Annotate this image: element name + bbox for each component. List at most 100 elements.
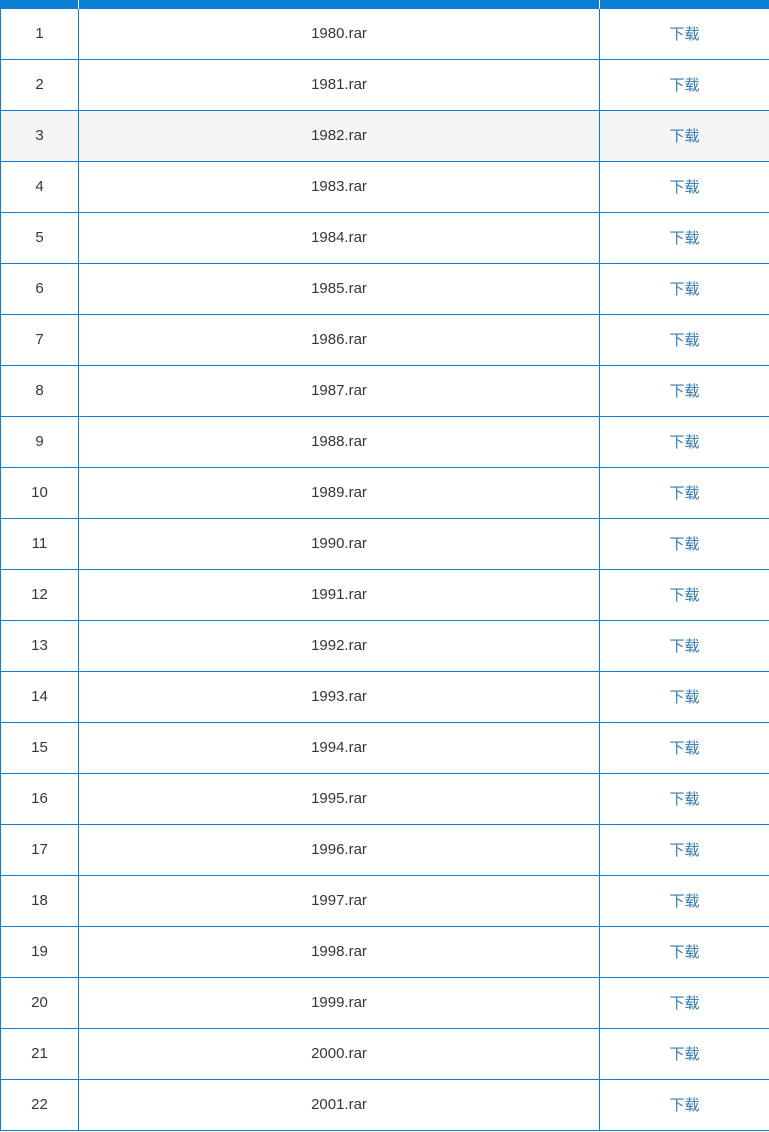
row-action: 下载 <box>600 926 769 977</box>
row-index: 17 <box>1 824 79 875</box>
download-link[interactable]: 下载 <box>669 434 699 451</box>
row-index: 5 <box>1 212 79 263</box>
download-link[interactable]: 下载 <box>669 944 699 961</box>
download-link[interactable]: 下载 <box>669 689 699 706</box>
table-row: 181997.rar下载 <box>1 875 769 926</box>
header-filename <box>79 0 600 8</box>
row-filename: 1995.rar <box>79 773 600 824</box>
table-row: 161995.rar 下载 <box>1 773 769 824</box>
row-index: 16 <box>1 773 79 824</box>
download-link[interactable]: 下载 <box>669 1046 699 1063</box>
table-header <box>1 0 769 8</box>
download-link[interactable]: 下载 <box>669 536 699 553</box>
table-row: 191998.rar 下载 <box>1 926 769 977</box>
row-action: 下载 <box>600 620 769 671</box>
row-action: 下载 <box>600 161 769 212</box>
row-action: 下载 <box>600 8 769 59</box>
download-link[interactable]: 下载 <box>669 77 699 94</box>
table-row: 11980.rar 下载 <box>1 8 769 59</box>
download-link[interactable]: 下载 <box>669 791 699 808</box>
row-filename: 2001.rar <box>79 1079 600 1130</box>
row-filename: 1988.rar <box>79 416 600 467</box>
header-index <box>1 0 79 8</box>
row-filename: 1999.rar <box>79 977 600 1028</box>
row-action: 下载 <box>600 212 769 263</box>
table-row: 41983.rar 下载 <box>1 161 769 212</box>
download-link[interactable]: 下载 <box>669 587 699 604</box>
download-link[interactable]: 下载 <box>669 995 699 1012</box>
row-index: 21 <box>1 1028 79 1079</box>
row-index: 3 <box>1 110 79 161</box>
table-row: 21981.rar下载 <box>1 59 769 110</box>
download-link[interactable]: 下载 <box>669 638 699 655</box>
row-filename: 2000.rar <box>79 1028 600 1079</box>
table-row: 201999.rar下载 <box>1 977 769 1028</box>
row-action: 下载 <box>600 416 769 467</box>
download-link[interactable]: 下载 <box>669 179 699 196</box>
download-link[interactable]: 下载 <box>669 893 699 910</box>
download-link[interactable]: 下载 <box>669 281 699 298</box>
table-row: 91988.rar 下载 <box>1 416 769 467</box>
download-link[interactable]: 下载 <box>669 383 699 400</box>
row-action: 下载 <box>600 569 769 620</box>
table-row: 121991.rar下载 <box>1 569 769 620</box>
table-row: 111990.rar 下载 <box>1 518 769 569</box>
row-filename: 1981.rar <box>79 59 600 110</box>
table-row: 131992.rar 下载 <box>1 620 769 671</box>
row-index: 19 <box>1 926 79 977</box>
header-action <box>600 0 769 8</box>
table-row: 31982.rar 下载 <box>1 110 769 161</box>
row-index: 13 <box>1 620 79 671</box>
row-index: 11 <box>1 518 79 569</box>
row-action: 下载 <box>600 518 769 569</box>
row-filename: 1992.rar <box>79 620 600 671</box>
row-filename: 1998.rar <box>79 926 600 977</box>
table-body: 11980.rar下载21981.rar下载31982.rar下载41983.r… <box>1 8 769 1130</box>
table-row: 212000.rar 下载 <box>1 1028 769 1079</box>
row-action: 下载 <box>600 110 769 161</box>
download-link[interactable]: 下载 <box>669 485 699 502</box>
download-link[interactable]: 下载 <box>669 128 699 145</box>
table-row: 141993.rar 下载 <box>1 671 769 722</box>
row-index: 12 <box>1 569 79 620</box>
row-action: 下载 <box>600 977 769 1028</box>
row-action: 下载 <box>600 671 769 722</box>
row-filename: 1993.rar <box>79 671 600 722</box>
download-link[interactable]: 下载 <box>669 842 699 859</box>
row-index: 14 <box>1 671 79 722</box>
download-link[interactable]: 下载 <box>669 26 699 43</box>
row-action: 下载 <box>600 1028 769 1079</box>
download-link[interactable]: 下载 <box>669 332 699 349</box>
row-action: 下载 <box>600 263 769 314</box>
row-filename: 1983.rar <box>79 161 600 212</box>
row-index: 15 <box>1 722 79 773</box>
row-filename: 1980.rar <box>79 8 600 59</box>
row-index: 1 <box>1 8 79 59</box>
row-index: 9 <box>1 416 79 467</box>
row-action: 下载 <box>600 875 769 926</box>
row-filename: 1996.rar <box>79 824 600 875</box>
row-action: 下载 <box>600 365 769 416</box>
row-filename: 1985.rar <box>79 263 600 314</box>
row-index: 22 <box>1 1079 79 1130</box>
table-row: 101989.rar下载 <box>1 467 769 518</box>
table-row: 171996.rar 下载 <box>1 824 769 875</box>
row-filename: 1987.rar <box>79 365 600 416</box>
download-link[interactable]: 下载 <box>669 230 699 247</box>
row-index: 7 <box>1 314 79 365</box>
row-filename: 1989.rar <box>79 467 600 518</box>
row-filename: 1982.rar <box>79 110 600 161</box>
row-filename: 1990.rar <box>79 518 600 569</box>
row-filename: 1986.rar <box>79 314 600 365</box>
file-download-table: 11980.rar下载21981.rar下载31982.rar下载41983.r… <box>0 0 769 1131</box>
row-action: 下载 <box>600 59 769 110</box>
download-link[interactable]: 下载 <box>669 740 699 757</box>
row-filename: 1994.rar <box>79 722 600 773</box>
row-action: 下载 <box>600 1079 769 1130</box>
row-index: 18 <box>1 875 79 926</box>
row-index: 4 <box>1 161 79 212</box>
table-row: 222001.rar 下载 <box>1 1079 769 1130</box>
row-action: 下载 <box>600 314 769 365</box>
row-action: 下载 <box>600 773 769 824</box>
download-link[interactable]: 下载 <box>669 1097 699 1114</box>
